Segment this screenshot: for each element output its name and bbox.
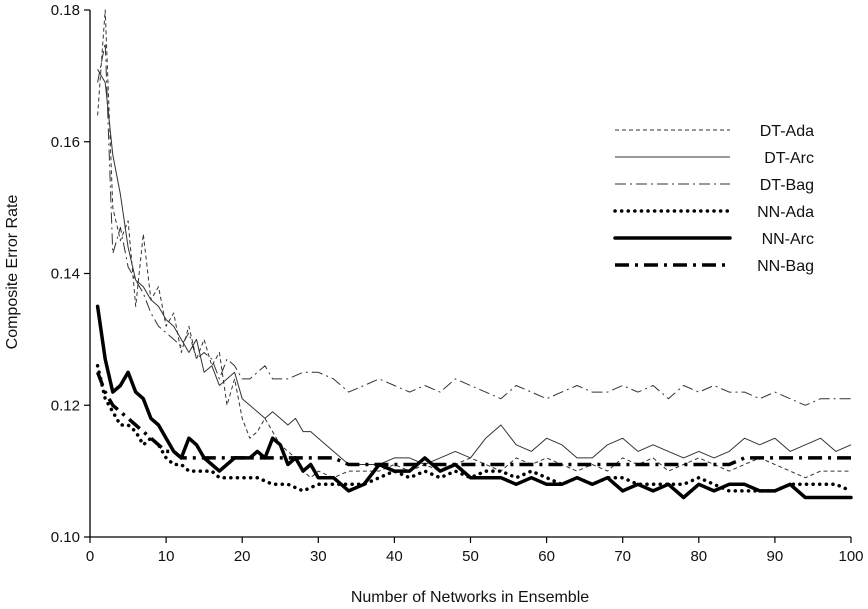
series-line-dt-arc: [97, 69, 852, 465]
x-tick-label: 80: [690, 548, 707, 565]
y-tick-label: 0.10: [51, 529, 80, 546]
x-tick-label: 100: [838, 548, 863, 565]
y-axis-title: Composite Error Rate: [4, 195, 21, 350]
x-tick-label: 10: [158, 548, 175, 565]
x-tick-label: 20: [234, 548, 251, 565]
x-tick-label: 70: [614, 548, 631, 565]
y-axis-ticks: 0.10 0.12 0.14 0.16 0.18: [51, 2, 90, 546]
series-line-nn-bag: [95, 371, 851, 467]
x-tick-label: 40: [386, 548, 403, 565]
series-line-nn-arc: [95, 304, 853, 500]
legend-label-dt-arc: DT-Arc: [764, 150, 814, 167]
series-line-dt-bag: [97, 42, 851, 406]
y-tick-label: 0.12: [51, 397, 80, 414]
x-tick-label: 50: [462, 548, 479, 565]
series-line-dt-ada: [97, 9, 851, 479]
legend-label-nn-bag: NN-Bag: [757, 258, 814, 275]
x-axis-ticks: 0 10 20 30 40 50 60 70 80 90 100: [86, 537, 864, 565]
x-tick-label: 60: [538, 548, 555, 565]
plot-area: 0 10 20 30 40 50 60 70 80 90 100 0.100.120.140.160…: [51, 2, 864, 565]
y-tick-label: 0.18: [51, 2, 80, 19]
x-axis-title: Number of Networks in Ensemble: [351, 589, 589, 606]
legend-label-dt-bag: DT-Bag: [760, 177, 814, 194]
series-line-nn-ada: [95, 363, 853, 493]
series-layer: [95, 9, 853, 500]
legend-label-nn-ada: NN-Ada: [757, 204, 814, 221]
x-tick-label: 0: [86, 548, 94, 565]
legend-label-nn-arc: NN-Arc: [762, 231, 814, 248]
x-tick-label: 30: [310, 548, 327, 565]
y-tick-label: 0.16: [51, 134, 80, 151]
legend: DT-Ada DT-Arc DT-Bag NN-Ada NN-Arc NN-Bag: [613, 123, 814, 275]
legend-label-dt-ada: DT-Ada: [760, 123, 814, 140]
y-tick-label: 0.14: [51, 266, 80, 283]
x-tick-label: 90: [767, 548, 784, 565]
